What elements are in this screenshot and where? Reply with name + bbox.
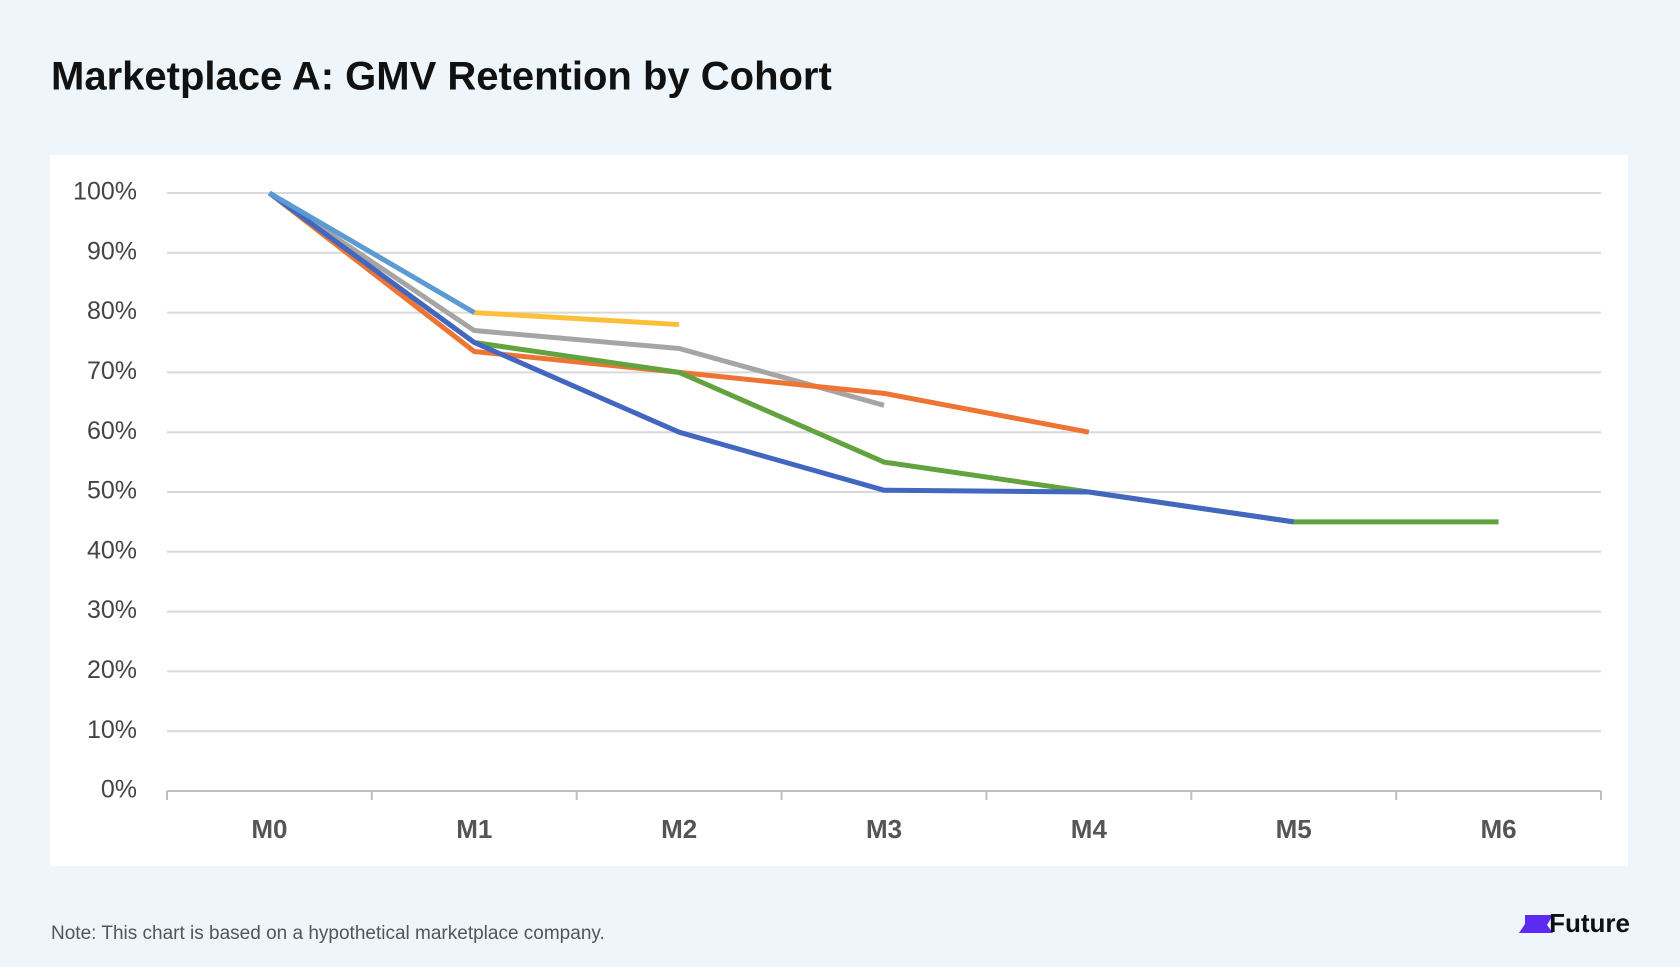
brand-logo — [1519, 915, 1553, 933]
brand-name: Future — [1549, 908, 1630, 938]
y-tick-label: 80% — [87, 297, 137, 325]
series-line — [268, 190, 885, 408]
x-tick-label: M4 — [1071, 814, 1108, 844]
x-tick-label: M2 — [661, 814, 697, 844]
chart-panel — [50, 155, 1628, 866]
y-tick-label: 30% — [87, 596, 137, 624]
x-tick-label: M1 — [456, 814, 492, 844]
y-tick-label: 50% — [87, 477, 137, 505]
x-tick-label: M5 — [1276, 814, 1312, 844]
y-tick-label: 0% — [101, 776, 137, 804]
y-tick-label: 60% — [87, 417, 137, 445]
chart-title: Marketplace A: GMV Retention by Cohort — [51, 55, 832, 99]
x-tick-label: M0 — [251, 814, 287, 844]
y-tick-label: 10% — [87, 716, 137, 744]
y-tick-label: 40% — [87, 536, 137, 564]
footnote: Note: This chart is based on a hypotheti… — [51, 923, 605, 944]
series-line — [267, 190, 1295, 525]
x-tick-label: M3 — [866, 814, 902, 844]
x-tick-label: M6 — [1481, 814, 1517, 844]
y-tick-label: 100% — [73, 178, 137, 206]
y-tick-label: 70% — [87, 357, 137, 385]
y-tick-label: 20% — [87, 656, 137, 684]
y-tick-label: 90% — [87, 237, 137, 265]
series-line — [268, 190, 476, 315]
